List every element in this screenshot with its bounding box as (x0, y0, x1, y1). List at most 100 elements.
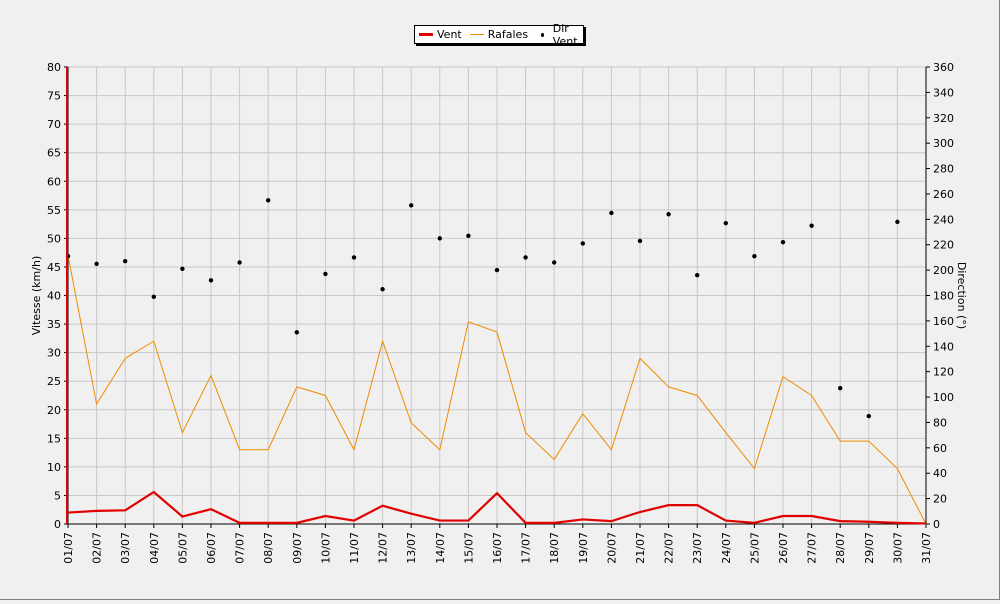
data-point-dir-vent (380, 286, 385, 292)
y-tick-label: 15 (47, 432, 61, 445)
data-point-dir-vent (752, 253, 757, 259)
y2-tick-label: 280 (933, 163, 954, 176)
x-tick-label: 11/07 (348, 532, 361, 564)
y2-tick-label: 40 (933, 467, 947, 480)
data-point-dir-vent (94, 261, 99, 266)
x-tick-label: 30/07 (891, 532, 904, 564)
x-tick-label: 16/07 (491, 532, 504, 564)
data-point-dir-vent (323, 271, 328, 277)
data-point-dir-vent (294, 330, 299, 335)
x-tick-label: 03/07 (119, 532, 132, 564)
legend-label-vent: Vent (437, 28, 462, 41)
legend-label-rafales: Rafales (487, 28, 529, 41)
y2-tick-label: 260 (933, 188, 954, 201)
data-point-dir-vent (552, 260, 557, 265)
x-tick-label: 22/07 (663, 532, 676, 564)
y2-tick-label: 360 (933, 61, 954, 74)
data-point-dir-vent (237, 260, 242, 265)
x-tick-label: 18/07 (548, 532, 561, 564)
y2-tick-label: 60 (933, 442, 947, 455)
y2-tick-label: 80 (933, 416, 947, 429)
y2-tick-label: 160 (933, 315, 954, 328)
y-tick-label: 25 (47, 375, 61, 388)
data-point-dir-vent (523, 255, 528, 260)
y-tick-label: 55 (47, 204, 61, 217)
x-tick-label: 19/07 (577, 532, 590, 564)
x-tick-label: 08/07 (262, 532, 275, 564)
data-point-dir-vent (580, 241, 585, 246)
x-tick-label: 06/07 (205, 532, 218, 564)
data-point-dir-vent (637, 238, 643, 244)
y-tick-label: 5 (54, 489, 61, 502)
x-tick-label: 29/07 (863, 532, 876, 564)
y2-tick-label: 300 (933, 137, 954, 150)
legend: Vent Rafales Dir Vent (414, 22, 584, 48)
y-tick-label: 50 (47, 232, 61, 245)
x-tick-label: 05/07 (176, 532, 189, 564)
y2-tick-label: 180 (933, 290, 954, 303)
x-tick-label: 12/07 (377, 532, 390, 564)
x-tick-label: 07/07 (234, 532, 247, 564)
data-point-dir-vent (494, 267, 500, 273)
y-tick-label: 70 (47, 118, 61, 131)
x-tick-label: 10/07 (319, 532, 332, 564)
data-point-dir-vent (723, 220, 728, 226)
x-tick-label: 04/07 (148, 532, 161, 564)
legend-swatch-vent (419, 33, 433, 36)
x-tick-label: 15/07 (462, 532, 475, 564)
y2-tick-label: 200 (933, 264, 954, 277)
data-point-dir-vent (866, 413, 871, 419)
y-tick-label: 40 (47, 290, 61, 303)
data-point-dir-vent (809, 223, 814, 228)
data-point-dir-vent (437, 236, 442, 241)
y2-tick-label: 100 (933, 391, 954, 404)
x-tick-label: 13/07 (405, 532, 418, 564)
data-point-dir-vent (695, 272, 700, 278)
y-tick-label: 20 (47, 404, 61, 417)
y-tick-label: 35 (47, 318, 61, 331)
y-axis-title: Vitesse (km/h) (30, 256, 43, 336)
series-line-rafales (67, 255, 927, 525)
legend-swatch-rafales (469, 34, 484, 35)
x-tick-label: 14/07 (434, 532, 447, 564)
y-tick-label: 30 (47, 347, 61, 360)
y2-tick-label: 240 (933, 213, 954, 226)
x-tick-label: 24/07 (720, 532, 733, 564)
data-point-dir-vent (666, 212, 671, 217)
data-point-dir-vent (466, 233, 471, 239)
x-tick-label: 17/07 (520, 532, 533, 564)
legend-swatch-dir-vent (541, 32, 544, 37)
x-tick-label: 28/07 (834, 532, 847, 564)
data-point-dir-vent (266, 198, 271, 203)
y-tick-label: 0 (54, 518, 61, 531)
y-tick-label: 10 (47, 461, 61, 474)
data-point-dir-vent (151, 294, 156, 299)
y2-tick-label: 0 (933, 518, 940, 531)
y2-tick-label: 320 (933, 112, 954, 125)
y-tick-label: 80 (47, 61, 61, 74)
x-tick-label: 21/07 (634, 532, 647, 564)
x-tick-label: 02/07 (91, 532, 104, 564)
y-tick-label: 45 (47, 261, 61, 274)
data-point-dir-vent (180, 266, 185, 272)
y2-tick-label: 340 (933, 86, 954, 99)
y-tick-label: 60 (47, 175, 61, 188)
x-tick-label: 25/07 (748, 532, 761, 564)
data-point-dir-vent (123, 259, 128, 264)
x-tick-label: 31/07 (920, 532, 933, 564)
y-tick-label: 65 (47, 147, 61, 160)
x-tick-label: 23/07 (691, 532, 704, 564)
y2-tick-label: 20 (933, 493, 947, 506)
data-point-dir-vent (409, 203, 414, 208)
data-point-dir-vent (780, 239, 786, 245)
data-point-dir-vent (208, 278, 214, 283)
data-point-dir-vent (838, 385, 843, 391)
y2-axis-title: Direction (°) (955, 262, 968, 329)
x-tick-label: 27/07 (806, 532, 819, 564)
data-point-dir-vent (351, 255, 357, 260)
x-tick-label: 01/07 (62, 532, 75, 564)
y2-tick-label: 120 (933, 366, 954, 379)
data-point-dir-vent (609, 210, 614, 216)
